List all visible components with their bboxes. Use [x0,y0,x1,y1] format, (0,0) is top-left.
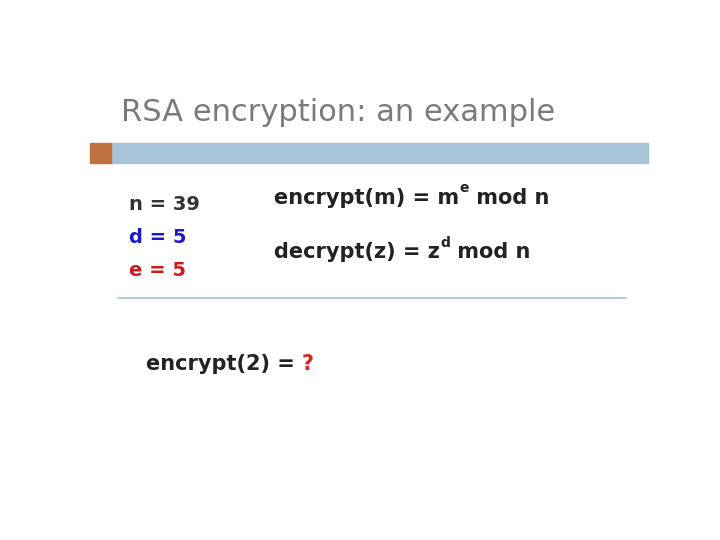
Text: n = 39: n = 39 [129,194,200,214]
Text: ?: ? [302,354,314,374]
Bar [90,143,111,163]
Text: encrypt(m) = m: encrypt(m) = m [274,188,459,208]
Text: mod n: mod n [450,242,530,262]
Text: mod n: mod n [469,188,549,208]
Text: d: d [440,235,450,249]
Text: e = 5: e = 5 [129,261,186,280]
Text: e: e [459,181,469,195]
Text: d = 5: d = 5 [129,228,186,247]
Bar [111,143,648,163]
Text: decrypt(z) = z: decrypt(z) = z [274,242,440,262]
Text: encrypt(2) =: encrypt(2) = [145,354,302,374]
Text: RSA encryption: an example: RSA encryption: an example [121,98,555,127]
